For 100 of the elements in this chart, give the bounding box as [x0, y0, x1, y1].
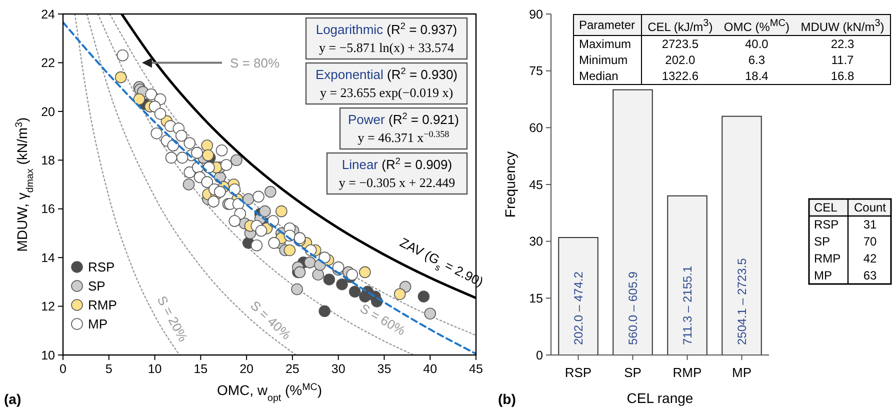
legend-label: MP [88, 316, 108, 332]
annotation: y = 46.371 x$^{−0.358}$ [358, 129, 450, 145]
text: 63 [863, 268, 877, 283]
text: 42 [863, 252, 877, 266]
point [276, 205, 288, 218]
point [291, 283, 303, 296]
text: RMP [814, 252, 841, 266]
x-tick-label: 20 [240, 362, 254, 376]
point [359, 266, 371, 278]
annotation: Minimum [579, 52, 628, 66]
x-tick-label: MP [732, 365, 752, 380]
annotation: Maximum [579, 36, 632, 50]
point [284, 244, 296, 256]
point [394, 288, 406, 300]
annotation: 18.4 [744, 68, 768, 82]
point [264, 186, 276, 198]
point [191, 146, 203, 159]
text: S = 40% [248, 298, 294, 343]
y-tick-label: 24 [41, 7, 56, 22]
annotation: 40.0 [744, 36, 768, 50]
point [201, 140, 213, 152]
x-tick-label: 15 [194, 362, 208, 376]
x-tick-label: 5 [105, 362, 112, 376]
annotation: Exponential (R$^{2}$ = 0.930) [315, 66, 458, 82]
annotation: Logarithmic (R$^{2}$ = 0.937) [316, 21, 458, 37]
text: MP [814, 268, 832, 283]
point [268, 237, 280, 249]
annotation: Parameter [579, 18, 636, 32]
point [346, 268, 358, 281]
legend-label: RMP [88, 298, 117, 313]
annotation: Power (R$^{2}$ = 0.921) [348, 111, 459, 127]
point [230, 154, 242, 166]
point [133, 93, 146, 106]
text: 11.7 [831, 52, 854, 66]
x-tick-label: 45 [469, 362, 483, 376]
point [318, 305, 330, 318]
annotation: 6.3 [748, 52, 765, 66]
x-tick-label: RMP [672, 365, 702, 380]
y-tick-label: 12 [41, 300, 56, 314]
y-tick-label: 10 [41, 348, 56, 362]
annotation: OMC (%$^{MC}$) [724, 18, 790, 34]
annotation: 560.0 – 605.9 [626, 271, 640, 345]
point [182, 178, 195, 190]
text: (a) [4, 391, 22, 407]
text: 70 [863, 234, 877, 249]
point [242, 193, 254, 206]
text: 31 [863, 218, 877, 232]
point [424, 308, 436, 320]
text: MDUW (kN/m$^{3}$) [800, 18, 884, 34]
text: CEL [814, 200, 838, 215]
annotation: y = −5.871 ln(x) + 33.574 [318, 40, 455, 55]
y-axis-title: Frequency [502, 151, 518, 218]
text: 22.3 [830, 36, 854, 50]
y-tick-label: 14 [41, 250, 56, 265]
text: S = 60% [358, 300, 408, 339]
bar [667, 195, 708, 356]
bar [558, 237, 598, 356]
x-tick-label: SP [624, 365, 642, 380]
x-axis-title: OMC, w$_{opt}$ (%$^{MC}$) [216, 382, 322, 404]
point [294, 232, 306, 244]
point [323, 274, 336, 286]
text: Count [854, 200, 887, 215]
annotation: CEL (kJ/m$^{3}$) [648, 18, 713, 34]
x-tick-label: 40 [423, 362, 438, 376]
text: SP [814, 234, 830, 249]
y-tick-label: 18 [41, 154, 56, 168]
y-tick-label: 20 [41, 104, 56, 119]
point [114, 71, 127, 84]
text: (b) [498, 391, 516, 407]
point [220, 159, 232, 171]
y-tick-label: 0 [536, 348, 544, 362]
x-axis-title: CEL range [626, 390, 694, 406]
legend-label: SP [88, 278, 106, 294]
text: 16.8 [830, 68, 854, 82]
text: S = 20% [154, 293, 191, 345]
point [208, 196, 220, 208]
y-tick-label: 90 [529, 7, 544, 22]
annotation: 711.3 – 2155.1 [680, 265, 694, 345]
annotation: Median [579, 68, 618, 82]
y-tick-label: 15 [529, 292, 544, 306]
point [332, 261, 344, 274]
x-tick-label: 0 [60, 362, 67, 376]
bar [722, 116, 762, 356]
point [348, 286, 361, 298]
bar [612, 89, 653, 356]
point [304, 256, 316, 268]
y-tick-label: 30 [529, 234, 544, 249]
point [336, 278, 348, 290]
x-tick-label: 10 [148, 362, 162, 376]
annotation: Linear (R$^{2}$ = 0.909) [342, 156, 452, 172]
point [214, 186, 226, 198]
x-tick-label: 25 [285, 362, 300, 376]
legend-label: RSP [88, 260, 115, 275]
point [418, 290, 430, 302]
annotation: 2504.1 – 2723.5 [734, 258, 749, 345]
point [202, 149, 214, 162]
y-tick-label: 22 [41, 56, 56, 70]
y-tick-label: 60 [529, 121, 544, 136]
point [255, 224, 268, 237]
annotation: 202.0 [665, 52, 696, 66]
